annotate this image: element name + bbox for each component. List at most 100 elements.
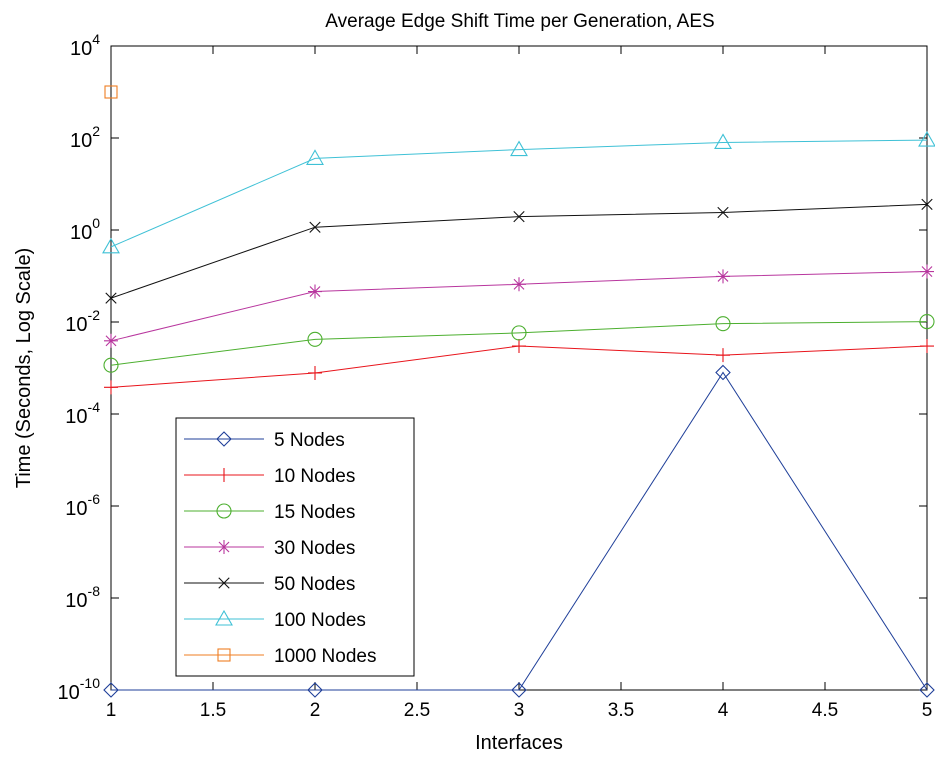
data-point [309,221,321,233]
data-point [103,682,119,698]
data-point [512,339,526,354]
data-point [715,364,731,381]
series-layer [102,85,935,698]
data-point [216,503,232,519]
y-tick-base: 10 [65,314,87,336]
series-5-nodes [103,364,935,698]
data-point [215,609,233,626]
data-point [306,149,324,165]
series-line [111,371,928,691]
legend-item: 10 Nodes [184,466,355,487]
chart-title: Average Edge Shift Time per Generation, … [325,11,714,32]
legend-label: 100 Nodes [274,610,366,631]
data-point [217,468,231,482]
data-point [308,365,322,380]
data-point [308,284,322,299]
data-point [218,577,230,589]
data-point [716,348,730,363]
x-axis: 1 1.5 2 2.5 3 3.5 4 4.5 5 [106,46,933,721]
y-tick-label: 10-2 [65,307,100,336]
data-point [715,316,731,332]
series-10-nodes [104,339,934,395]
data-point [307,682,323,698]
data-point [512,277,526,292]
x-tick-label: 4 [718,700,729,721]
data-point [513,211,525,223]
x-tick-label: 1.5 [200,700,226,721]
data-point [714,133,732,150]
series-100-nodes [102,130,935,254]
x-tick-label: 3.5 [608,700,634,721]
y-tick-label: 10-6 [65,491,100,520]
y-tick-label: 104 [70,31,100,60]
data-point [511,682,527,698]
data-point [104,380,118,395]
legend-item: 1000 Nodes [184,646,376,667]
data-point [103,357,119,373]
data-point [716,269,730,284]
y-tick-base: 10 [70,38,92,60]
data-point [918,130,935,147]
y-tick-base: 10 [65,590,87,612]
legend-label: 1000 Nodes [274,646,376,667]
legend-label: 30 Nodes [274,538,355,559]
legend-item: 5 Nodes [184,430,345,451]
y-tick-label: 10-8 [65,583,100,612]
y-axis-label: Time (Seconds, Log Scale) [13,248,35,488]
y-tick-label: 100 [70,215,100,244]
y-tick-base: 10 [58,682,80,704]
series-15-nodes [103,314,935,373]
data-point [105,292,117,304]
x-tick-label: 3 [514,700,525,721]
y-tick-base: 10 [65,406,87,428]
legend-item: 100 Nodes [184,609,366,631]
data-point [217,540,231,554]
data-point [104,333,118,348]
series-1000-nodes [104,85,118,99]
y-tick-exponent: -4 [88,399,101,415]
series-50-nodes [105,198,933,304]
legend-item: 50 Nodes [184,574,355,595]
data-point [920,339,934,354]
series-line [110,139,928,248]
y-tick-exponent: 2 [92,123,100,139]
series-line [110,321,928,366]
y-tick-base: 10 [65,498,87,520]
data-point [510,140,528,157]
data-point [216,431,232,447]
data-point [919,314,935,330]
data-point [104,85,118,99]
data-point [921,198,933,211]
x-tick-label: 2 [310,700,321,721]
data-point [102,237,120,254]
y-tick-exponent: 0 [92,215,100,231]
data-point [217,648,231,662]
x-tick-label: 5 [922,700,933,721]
legend-item: 15 Nodes [184,502,355,523]
x-axis-label: Interfaces [475,732,563,754]
legend-label: 10 Nodes [274,466,355,487]
data-point [919,682,935,698]
series-30-nodes [104,264,934,348]
y-tick-base: 10 [70,222,92,244]
y-tick-label: 102 [70,123,100,152]
legend-label: 50 Nodes [274,574,355,595]
x-tick-label: 1 [106,700,117,721]
data-point [920,264,934,279]
data-point [717,206,729,219]
legend-label: 5 Nodes [274,430,345,451]
y-tick-exponent: 4 [92,31,100,47]
y-tick-exponent: -6 [88,491,101,507]
x-tick-label: 4.5 [812,700,838,721]
x-tick-label: 2.5 [404,700,430,721]
data-point [307,331,323,347]
legend: 5 Nodes 10 Nodes 15 Nodes 30 Nodes 50 Nodes 1… [175,417,415,677]
y-tick-exponent: -2 [88,307,101,323]
y-tick-exponent: -10 [80,675,100,691]
data-point [511,325,527,341]
y-tick-exponent: -8 [88,583,101,599]
y-tick-base: 10 [70,130,92,152]
